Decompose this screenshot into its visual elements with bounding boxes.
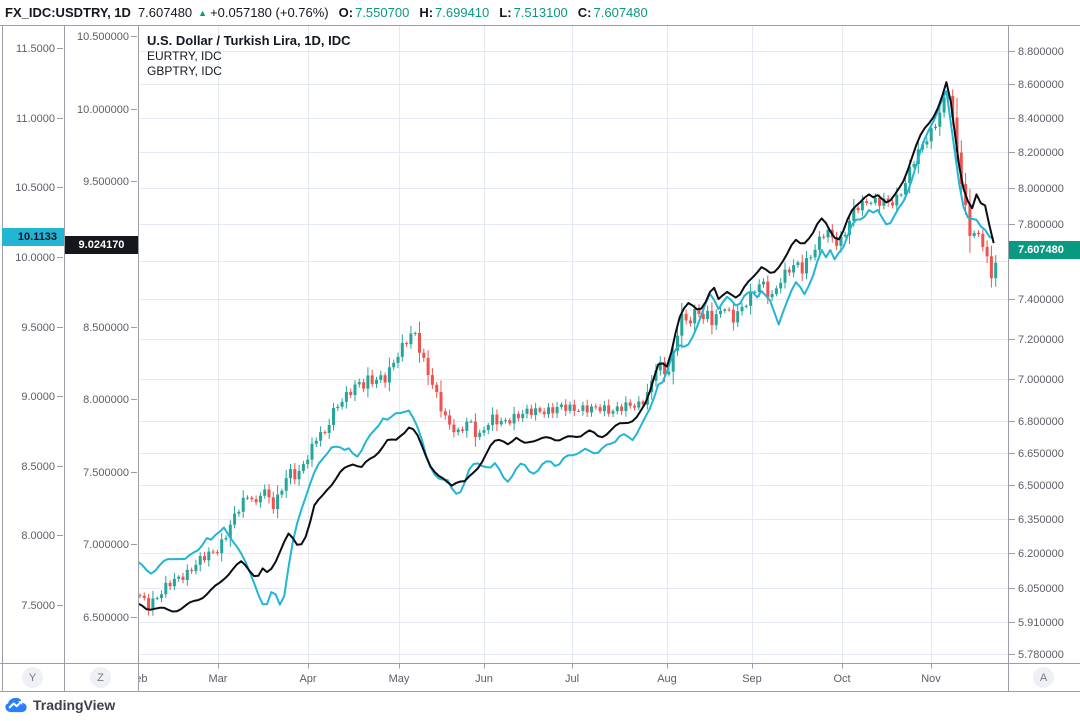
right-tick-label: 6.800000 xyxy=(1018,416,1064,428)
left_inner-tick-label: 7.000000 xyxy=(83,539,129,551)
chart-legend: U.S. Dollar / Turkish Lira, 1D, IDC EURT… xyxy=(147,32,350,79)
left_inner-tick-label: 9.500000 xyxy=(83,176,129,188)
gbptry-price-label: 10.1133 xyxy=(2,228,64,246)
usdtry-price-label: 7.607480 xyxy=(1009,241,1080,259)
time-axis-labels: Feb Mar Apr May Jun Jul Aug Sep Oct Nov xyxy=(129,673,941,685)
right-tick-label: 5.780000 xyxy=(1018,649,1064,661)
legend-main-series[interactable]: U.S. Dollar / Turkish Lira, 1D, IDC xyxy=(147,33,351,48)
right-tick-label: 7.000000 xyxy=(1018,374,1064,386)
price-scale-eurtry[interactable] xyxy=(64,25,138,663)
price-scale-usdtry[interactable] xyxy=(1008,25,1080,663)
price-change: +0.057180 (+0.76%) xyxy=(210,5,329,20)
last-price: 7.607480 xyxy=(137,5,193,20)
legend-gbptry[interactable]: GBPTRY, IDC xyxy=(147,64,222,78)
scale-button-z[interactable]: Z xyxy=(90,667,111,688)
gbptry-line xyxy=(139,90,995,606)
scale-button-a[interactable]: A xyxy=(1033,667,1054,688)
left_outer-tick-label: 7.5000 xyxy=(21,600,55,612)
left_outer-tick-label: 8.5000 xyxy=(21,461,55,473)
high-value: H: 7.699410 xyxy=(419,5,490,20)
left_outer-tick-label: 11.5000 xyxy=(16,43,55,55)
time-axis-label: Sep xyxy=(742,673,762,685)
grid xyxy=(138,25,1008,663)
right-tick-label: 6.650000 xyxy=(1018,448,1064,460)
right-tick-label: 6.200000 xyxy=(1018,548,1064,560)
left_inner-tick-label: 7.500000 xyxy=(83,467,129,479)
right-tick-label: 6.350000 xyxy=(1018,514,1064,526)
time-axis-label: Apr xyxy=(299,673,316,685)
right-tick-label: 5.910000 xyxy=(1018,617,1064,629)
left_outer-tick-label: 9.0000 xyxy=(21,391,55,403)
low-value: L: 7.513100 xyxy=(499,5,568,20)
time-axis-label: Aug xyxy=(657,673,677,685)
left_outer-tick-label: 9.5000 xyxy=(21,322,55,334)
right-tick-label: 7.200000 xyxy=(1018,334,1064,346)
left_inner-tick-label: 8.000000 xyxy=(83,394,129,406)
tradingview-logo[interactable]: TradingView xyxy=(5,697,115,713)
right-tick-label: 8.000000 xyxy=(1018,183,1064,195)
close-value: C: 7.607480 xyxy=(577,5,648,20)
price-scale-gbptry[interactable] xyxy=(0,25,64,663)
open-value: O: 7.550700 xyxy=(338,5,410,20)
legend-eurtry[interactable]: EURTRY, IDC xyxy=(147,49,222,63)
time-axis-label: Nov xyxy=(921,673,941,685)
tradingview-logo-icon xyxy=(5,697,27,713)
left_outer-tick-label: 10.5000 xyxy=(15,182,55,194)
eurtry-line xyxy=(139,81,995,613)
right-tick-label: 7.400000 xyxy=(1018,294,1064,306)
time-axis-label: Oct xyxy=(833,673,850,685)
right-tick-label: 6.050000 xyxy=(1018,583,1064,595)
time-axis-label: Feb xyxy=(129,673,148,685)
left_inner-tick-label: 6.500000 xyxy=(83,612,129,624)
up-triangle-icon: ▲ xyxy=(198,7,208,18)
right-tick-label: 7.800000 xyxy=(1018,219,1064,231)
left_inner-tick-label: 10.500000 xyxy=(77,31,129,43)
usdtry-candles xyxy=(139,89,998,616)
tradingview-logo-text: TradingView xyxy=(33,697,116,713)
time-axis-label: Jun xyxy=(475,673,493,685)
symbol-name: FX_IDC:USDTRY, 1D xyxy=(5,5,131,20)
right-tick-label: 8.600000 xyxy=(1018,79,1064,91)
time-axis-label: Mar xyxy=(209,673,228,685)
symbol-info-bar: FX_IDC:USDTRY, 1D 7.607480 ▲ +0.057180 (… xyxy=(0,0,1080,25)
chart-frame xyxy=(0,25,1080,692)
right-tick-label: 8.400000 xyxy=(1018,113,1064,125)
scale-button-y[interactable]: Y xyxy=(22,667,43,688)
time-axis-label: May xyxy=(389,673,410,685)
right-tick-label: 8.800000 xyxy=(1018,46,1064,58)
time-axis-label: Jul xyxy=(565,673,579,685)
right-tick-label: 6.500000 xyxy=(1018,480,1064,492)
left_inner-tick-label: 8.500000 xyxy=(83,322,129,334)
left_outer-tick-label: 11.0000 xyxy=(16,113,55,125)
left_outer-tick-label: 10.0000 xyxy=(15,252,55,264)
right-tick-label: 8.200000 xyxy=(1018,147,1064,159)
eurtry-price-label: 9.024170 xyxy=(65,236,138,254)
left_inner-tick-label: 10.000000 xyxy=(77,104,129,116)
time-scale[interactable] xyxy=(0,663,1080,691)
left_outer-tick-label: 8.0000 xyxy=(21,530,55,542)
